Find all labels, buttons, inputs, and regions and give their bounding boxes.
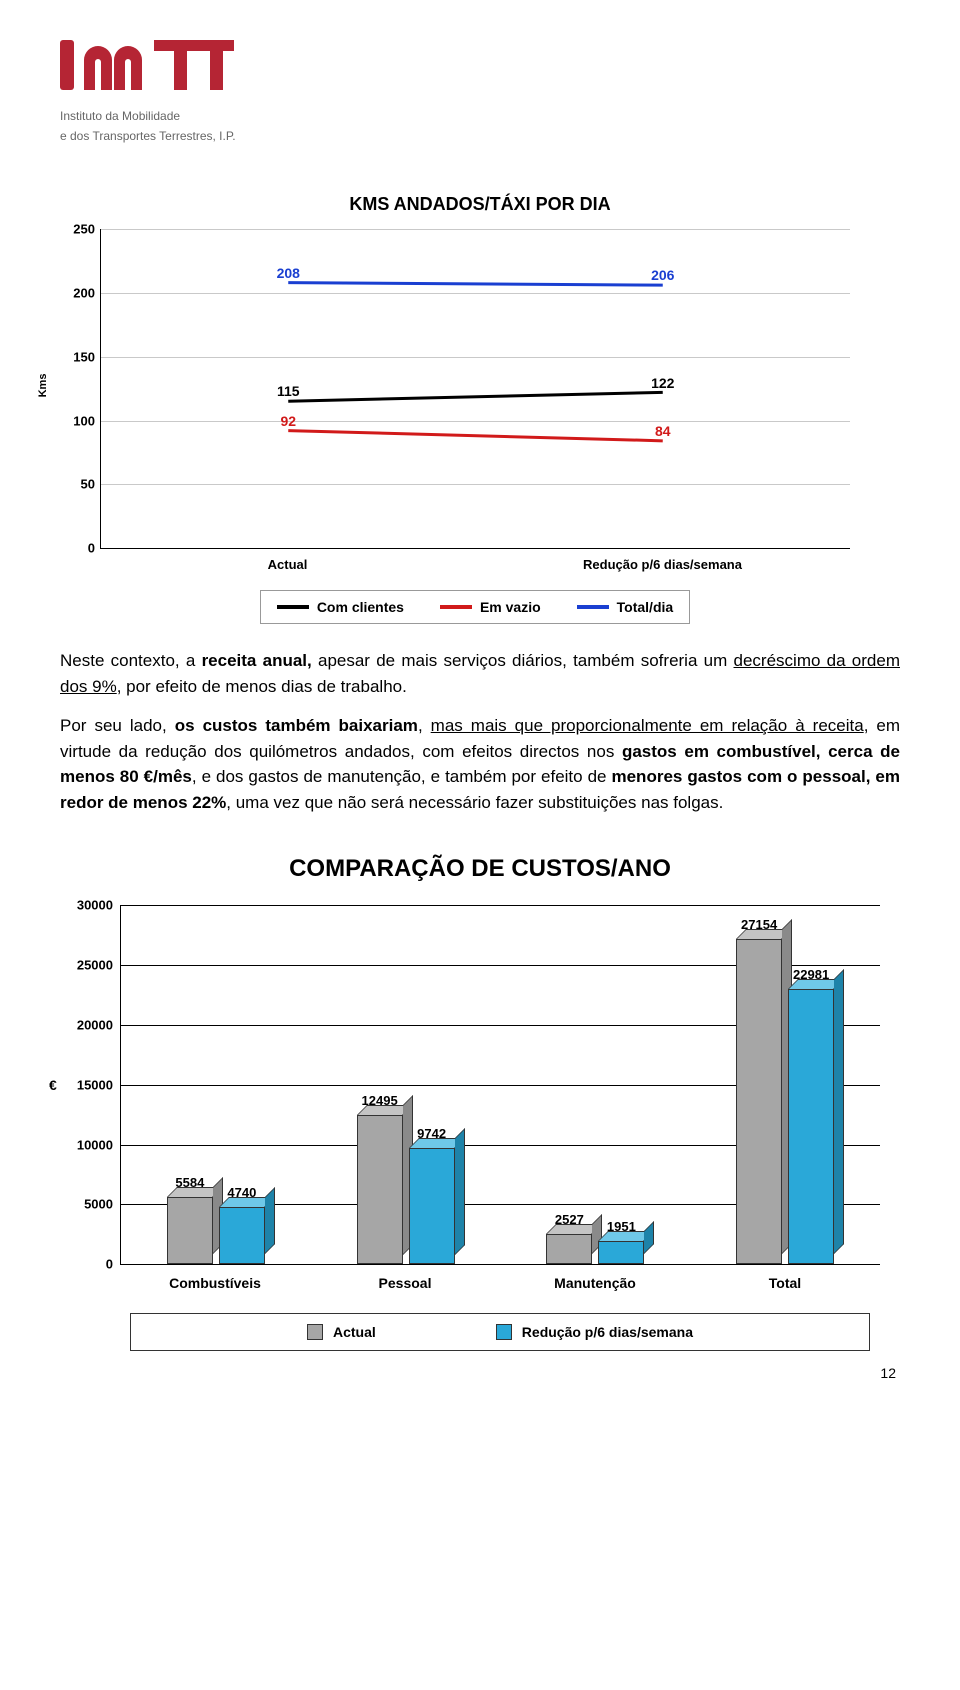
- text: , por efeito de menos dias de trabalho.: [117, 677, 407, 696]
- ytick: 20000: [65, 1017, 113, 1032]
- bar-value-label: 27154: [741, 917, 777, 932]
- ytick: 250: [59, 222, 95, 237]
- bar: 12495: [357, 1115, 403, 1265]
- bar-group: 2715422981: [736, 939, 834, 1264]
- bar: 5584: [167, 1197, 213, 1264]
- legend-swatch: [307, 1324, 323, 1340]
- data-label: 208: [277, 265, 300, 281]
- line-chart-legend: Com clientes Em vazio Total/dia: [260, 590, 690, 624]
- bar-value-label: 2527: [555, 1212, 584, 1227]
- xtick: Combustíveis: [120, 1275, 310, 1291]
- legend-label: Redução p/6 dias/semana: [522, 1324, 693, 1340]
- bar: 1951: [598, 1241, 644, 1264]
- legend-swatch: [277, 605, 309, 609]
- ytick: 0: [65, 1257, 113, 1272]
- data-label: 206: [651, 267, 674, 283]
- logo-text-line2: e dos Transportes Terrestres, I.P.: [60, 129, 900, 145]
- legend-label: Em vazio: [480, 599, 541, 615]
- ytick: 10000: [65, 1137, 113, 1152]
- bar-chart-legend: Actual Redução p/6 dias/semana: [130, 1313, 870, 1351]
- bar: 22981: [788, 989, 834, 1264]
- legend-label: Actual: [333, 1324, 376, 1340]
- legend-swatch: [440, 605, 472, 609]
- text-underline: mas mais que proporcionalmente em relaçã…: [431, 716, 864, 735]
- line-chart-ylabel: Kms: [37, 373, 49, 397]
- text: , uma vez que não será necessário fazer …: [226, 793, 723, 812]
- xtick: Manutenção: [500, 1275, 690, 1291]
- imtt-logo-icon: [60, 30, 320, 100]
- data-label: 122: [651, 375, 674, 391]
- text: ,: [418, 716, 431, 735]
- bar-group: 55844740: [167, 1197, 265, 1264]
- text: Por seu lado,: [60, 716, 175, 735]
- bar: 9742: [409, 1148, 455, 1265]
- paragraph-2: Por seu lado, os custos também baixariam…: [60, 713, 900, 815]
- ytick: 5000: [65, 1197, 113, 1212]
- bar: 27154: [736, 939, 782, 1264]
- bar-value-label: 5584: [175, 1175, 204, 1190]
- text: Neste contexto, a: [60, 651, 202, 670]
- bar-group: 124959742: [357, 1115, 455, 1265]
- text: apesar de mais serviços diários, também …: [312, 651, 734, 670]
- logo-text-line1: Instituto da Mobilidade: [60, 109, 900, 125]
- legend-item: Em vazio: [440, 599, 541, 615]
- ytick: 100: [59, 413, 95, 428]
- legend-label: Com clientes: [317, 599, 404, 615]
- legend-item: Total/dia: [577, 599, 674, 615]
- xtick: Pessoal: [310, 1275, 500, 1291]
- legend-swatch: [496, 1324, 512, 1340]
- ytick: 25000: [65, 958, 113, 973]
- legend-label: Total/dia: [617, 599, 674, 615]
- xtick: Total: [690, 1275, 880, 1291]
- bar-group: 2527 1951: [546, 1234, 644, 1264]
- data-label: 115: [277, 383, 300, 399]
- page-number: 12: [60, 1365, 900, 1381]
- ytick: 50: [59, 477, 95, 492]
- paragraph-1: Neste contexto, a receita anual, apesar …: [60, 648, 900, 699]
- data-label: 92: [280, 413, 296, 429]
- line-chart-title: KMS ANDADOS/TÁXI POR DIA: [60, 194, 900, 215]
- data-label: 84: [655, 423, 671, 439]
- line-chart: Kms 0501001502002501151229284208206 Actu…: [100, 229, 850, 624]
- bar: 2527: [546, 1234, 592, 1264]
- bar-value-label: 12495: [362, 1093, 398, 1108]
- bar: 4740: [219, 1207, 265, 1264]
- legend-swatch: [577, 605, 609, 609]
- ytick: 30000: [65, 898, 113, 913]
- bar-value-label: 4740: [227, 1185, 256, 1200]
- bar-value-label: 9742: [417, 1126, 446, 1141]
- bar-chart-title: COMPARAÇÃO DE CUSTOS/ANO: [60, 855, 900, 883]
- logo-block: Instituto da Mobilidade e dos Transporte…: [60, 30, 900, 144]
- ytick: 15000: [65, 1077, 113, 1092]
- xtick: Redução p/6 dias/semana: [475, 557, 850, 572]
- ytick: 150: [59, 349, 95, 364]
- text-bold: receita anual,: [202, 651, 312, 670]
- legend-item: Actual: [307, 1324, 376, 1340]
- text: , e dos gastos de manutenção, e também p…: [192, 767, 612, 786]
- bar-chart-ylabel: €: [49, 1077, 57, 1093]
- xtick: Actual: [100, 557, 475, 572]
- bar-value-label: 22981: [793, 967, 829, 982]
- ytick: 200: [59, 285, 95, 300]
- ytick: 0: [59, 541, 95, 556]
- legend-item: Com clientes: [277, 599, 404, 615]
- legend-item: Redução p/6 dias/semana: [496, 1324, 693, 1340]
- text-bold: os custos também baixariam: [175, 716, 418, 735]
- bar-value-label: 1951: [607, 1219, 636, 1234]
- bar-chart: 050001000015000€200002500030000558447401…: [120, 905, 880, 1351]
